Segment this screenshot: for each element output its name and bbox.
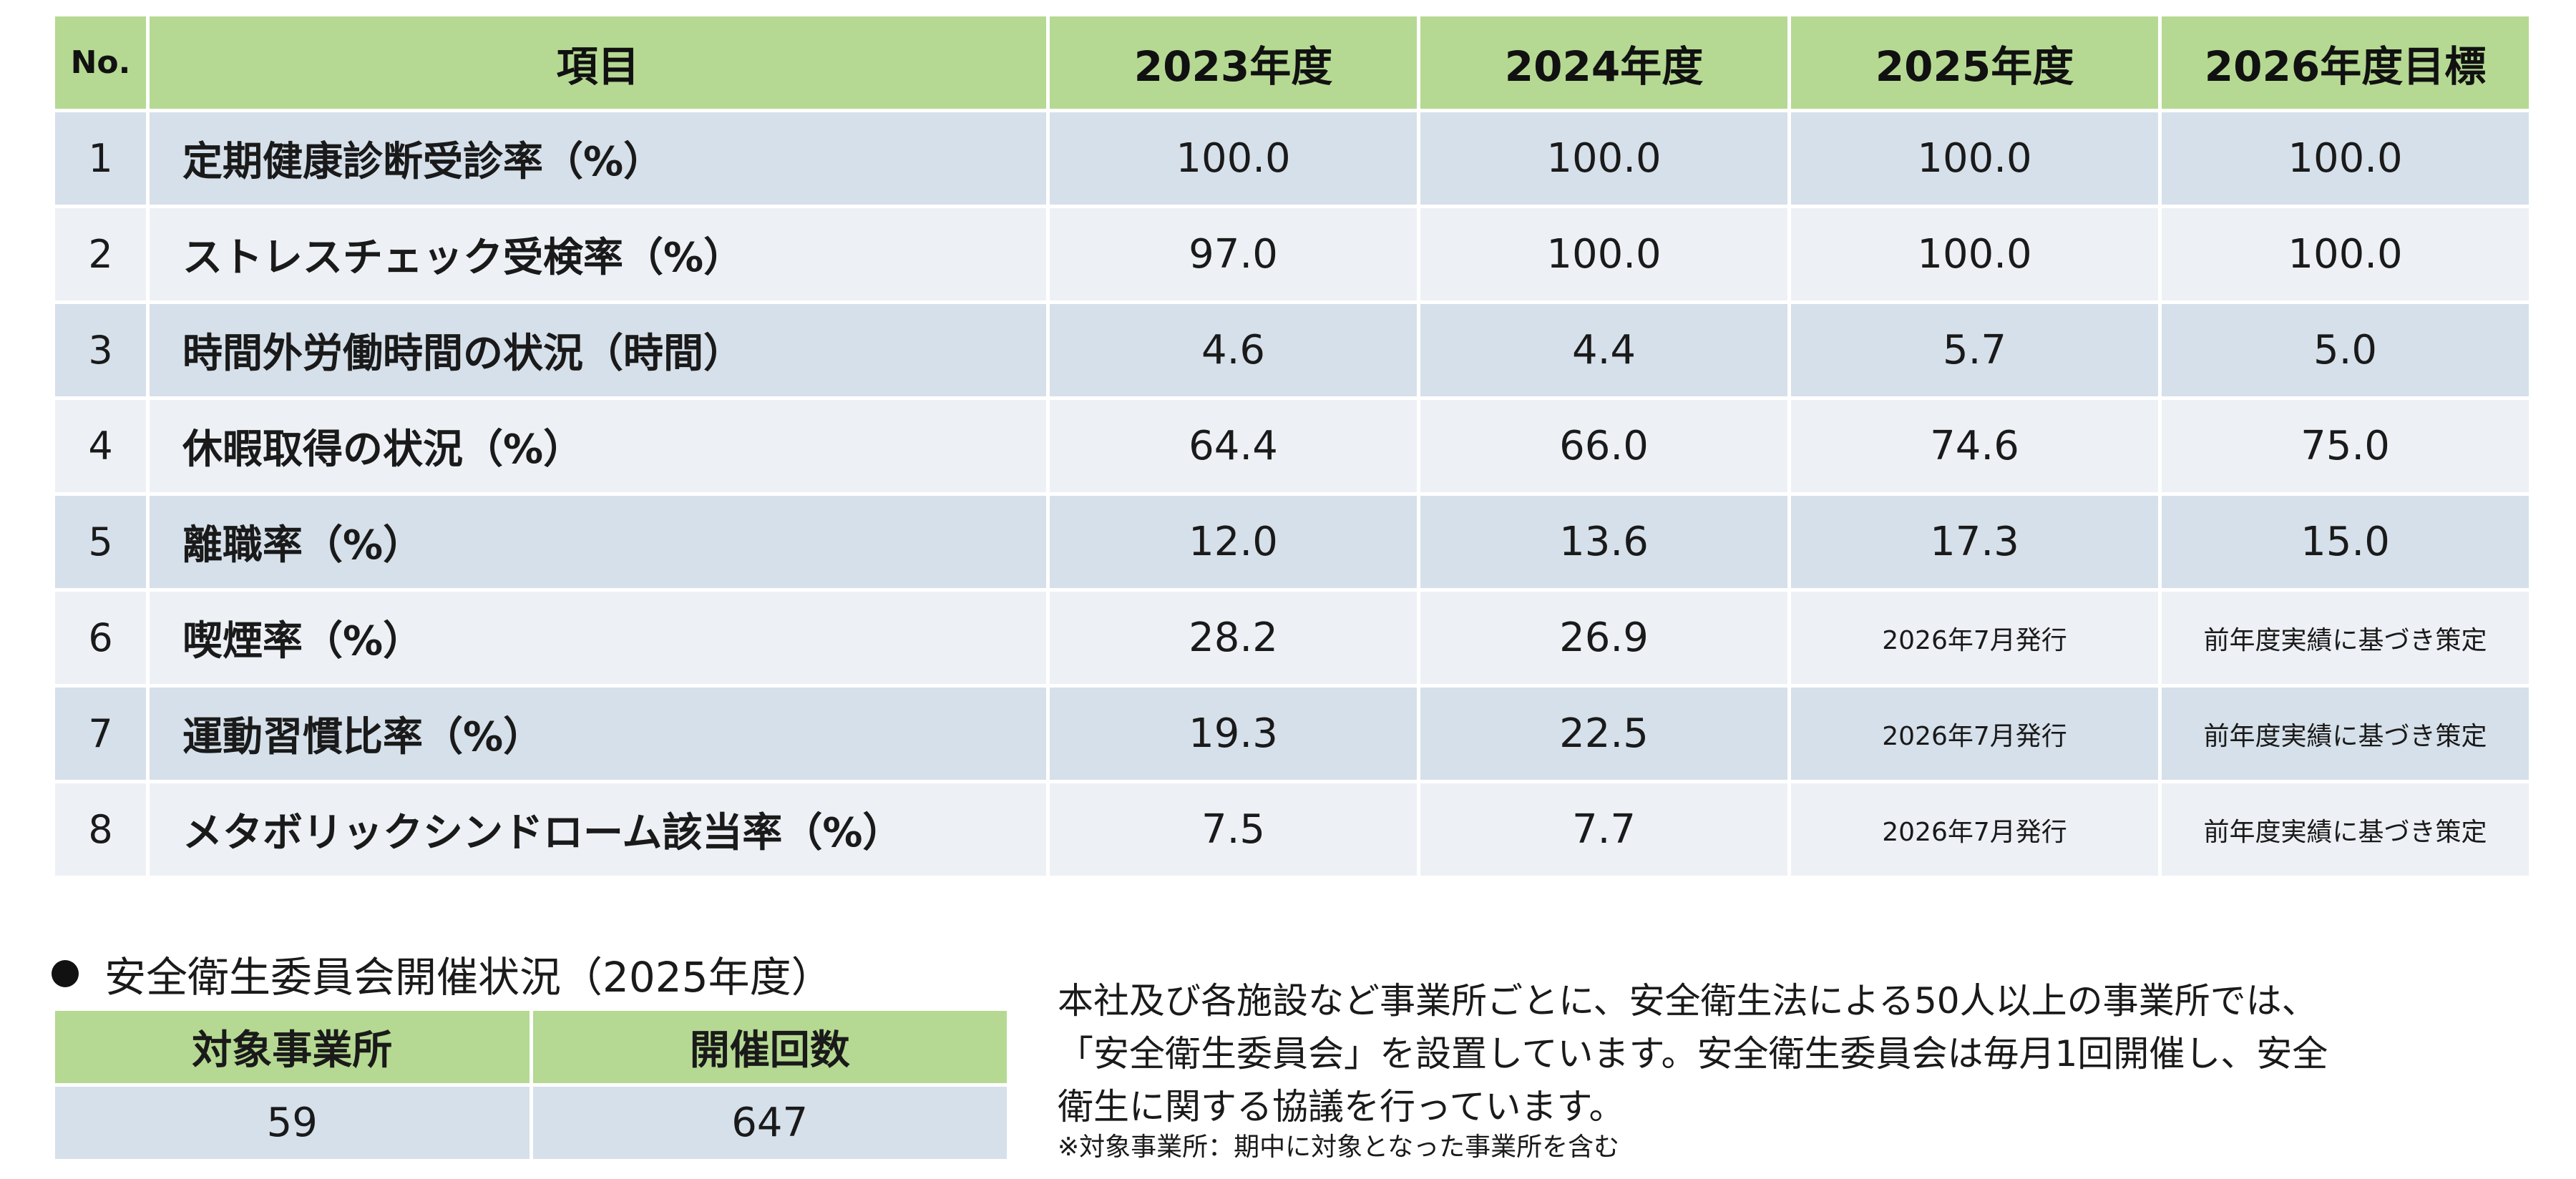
value-2026-target: 5.0: [2158, 300, 2532, 400]
value-2026-target: 前年度実績に基づき策定: [2158, 684, 2532, 783]
header-2024: 2024年度: [1417, 13, 1791, 112]
value-2026-target: 100.0: [2158, 205, 2532, 304]
row-number: 6: [52, 588, 150, 688]
header-2026-target: 2026年度目標: [2158, 13, 2532, 112]
value-2024: 66.0: [1417, 396, 1791, 496]
value-2025: 74.6: [1787, 396, 2162, 496]
row-number: 3: [52, 300, 150, 400]
header-2025: 2025年度: [1787, 13, 2162, 112]
row-item-label: 休暇取得の状況（%）: [146, 396, 1050, 496]
header-meeting-count: 開催回数: [529, 1007, 1010, 1087]
header-2023: 2023年度: [1046, 13, 1420, 112]
health-metrics-table: No. 項目 2023年度 2024年度 2025年度 2026年度目標 1 定…: [52, 13, 2532, 879]
committee-value-row: 59 647: [52, 1083, 1010, 1163]
committee-section-title: 安全衛生委員会開催状況（2025年度）: [52, 944, 833, 1003]
row-number: 1: [52, 109, 150, 208]
table-header-row: No. 項目 2023年度 2024年度 2025年度 2026年度目標: [52, 13, 2532, 112]
value-2024: 26.9: [1417, 588, 1791, 688]
row-item-label: 喫煙率（%）: [146, 588, 1050, 688]
committee-description: 本社及び各施設など事業所ごとに、安全衛生法による50人以上の事業所では、 「安全…: [1058, 974, 2546, 1133]
value-2026-target: 15.0: [2158, 492, 2532, 592]
value-2024: 22.5: [1417, 684, 1791, 783]
header-target-sites: 対象事業所: [52, 1007, 533, 1087]
value-2025: 17.3: [1787, 492, 2162, 592]
value-2023: 12.0: [1046, 492, 1420, 592]
table-row: 8 メタボリックシンドローム該当率（%） 7.5 7.7 2026年7月発行 前…: [52, 780, 2532, 879]
header-no: No.: [52, 13, 150, 112]
row-number: 7: [52, 684, 150, 783]
table-row: 6 喫煙率（%） 28.2 26.9 2026年7月発行 前年度実績に基づき策定: [52, 588, 2532, 688]
value-2026-target: 前年度実績に基づき策定: [2158, 588, 2532, 688]
description-line: 衛生に関する協議を行っています。: [1058, 1086, 1625, 1127]
committee-header-row: 対象事業所 開催回数: [52, 1007, 1010, 1087]
meeting-count-value: 647: [529, 1083, 1010, 1163]
description-line: 「安全衛生委員会」を設置しています。安全衛生委員会は毎月1回開催し、安全: [1058, 1033, 2328, 1075]
row-item-label: 時間外労働時間の状況（時間）: [146, 300, 1050, 400]
value-2023: 19.3: [1046, 684, 1420, 783]
value-2024: 7.7: [1417, 780, 1791, 879]
value-2026-target: 前年度実績に基づき策定: [2158, 780, 2532, 879]
value-2024: 4.4: [1417, 300, 1791, 400]
value-2026-target: 100.0: [2158, 109, 2532, 208]
value-2025: 100.0: [1787, 109, 2162, 208]
table-row: 5 離職率（%） 12.0 13.6 17.3 15.0: [52, 492, 2532, 592]
value-2026-target: 75.0: [2158, 396, 2532, 496]
row-item-label: 運動習慣比率（%）: [146, 684, 1050, 783]
table-row: 1 定期健康診断受診率（%） 100.0 100.0 100.0 100.0: [52, 109, 2532, 208]
value-2025: 100.0: [1787, 205, 2162, 304]
value-2024: 100.0: [1417, 109, 1791, 208]
table-row: 2 ストレスチェック受検率（%） 97.0 100.0 100.0 100.0: [52, 205, 2532, 304]
value-2024: 100.0: [1417, 205, 1791, 304]
committee-table: 対象事業所 開催回数 59 647: [52, 1007, 1010, 1163]
table-row: 4 休暇取得の状況（%） 64.4 66.0 74.6 75.0: [52, 396, 2532, 496]
value-2025: 2026年7月発行: [1787, 588, 2162, 688]
row-item-label: メタボリックシンドローム該当率（%）: [146, 780, 1050, 879]
value-2023: 97.0: [1046, 205, 1420, 304]
value-2025: 2026年7月発行: [1787, 684, 2162, 783]
value-2023: 4.6: [1046, 300, 1420, 400]
bullet-icon: [52, 960, 79, 987]
row-number: 4: [52, 396, 150, 496]
row-number: 2: [52, 205, 150, 304]
value-2023: 7.5: [1046, 780, 1420, 879]
footnote: ※対象事業所：期中に対象となった事業所を含む: [1058, 1132, 1620, 1162]
row-item-label: 定期健康診断受診率（%）: [146, 109, 1050, 208]
value-2024: 13.6: [1417, 492, 1791, 592]
row-number: 8: [52, 780, 150, 879]
row-item-label: 離職率（%）: [146, 492, 1050, 592]
value-2025: 5.7: [1787, 300, 2162, 400]
value-2023: 28.2: [1046, 588, 1420, 688]
table-row: 7 運動習慣比率（%） 19.3 22.5 2026年7月発行 前年度実績に基づ…: [52, 684, 2532, 783]
target-sites-value: 59: [52, 1083, 533, 1163]
value-2025: 2026年7月発行: [1787, 780, 2162, 879]
committee-title-text: 安全衛生委員会開催状況（2025年度）: [104, 953, 833, 1002]
row-item-label: ストレスチェック受検率（%）: [146, 205, 1050, 304]
row-number: 5: [52, 492, 150, 592]
value-2023: 64.4: [1046, 396, 1420, 496]
table-row: 3 時間外労働時間の状況（時間） 4.6 4.4 5.7 5.0: [52, 300, 2532, 400]
header-item: 項目: [146, 13, 1050, 112]
description-line: 本社及び各施設など事業所ごとに、安全衛生法による50人以上の事業所では、: [1058, 980, 2318, 1022]
value-2023: 100.0: [1046, 109, 1420, 208]
